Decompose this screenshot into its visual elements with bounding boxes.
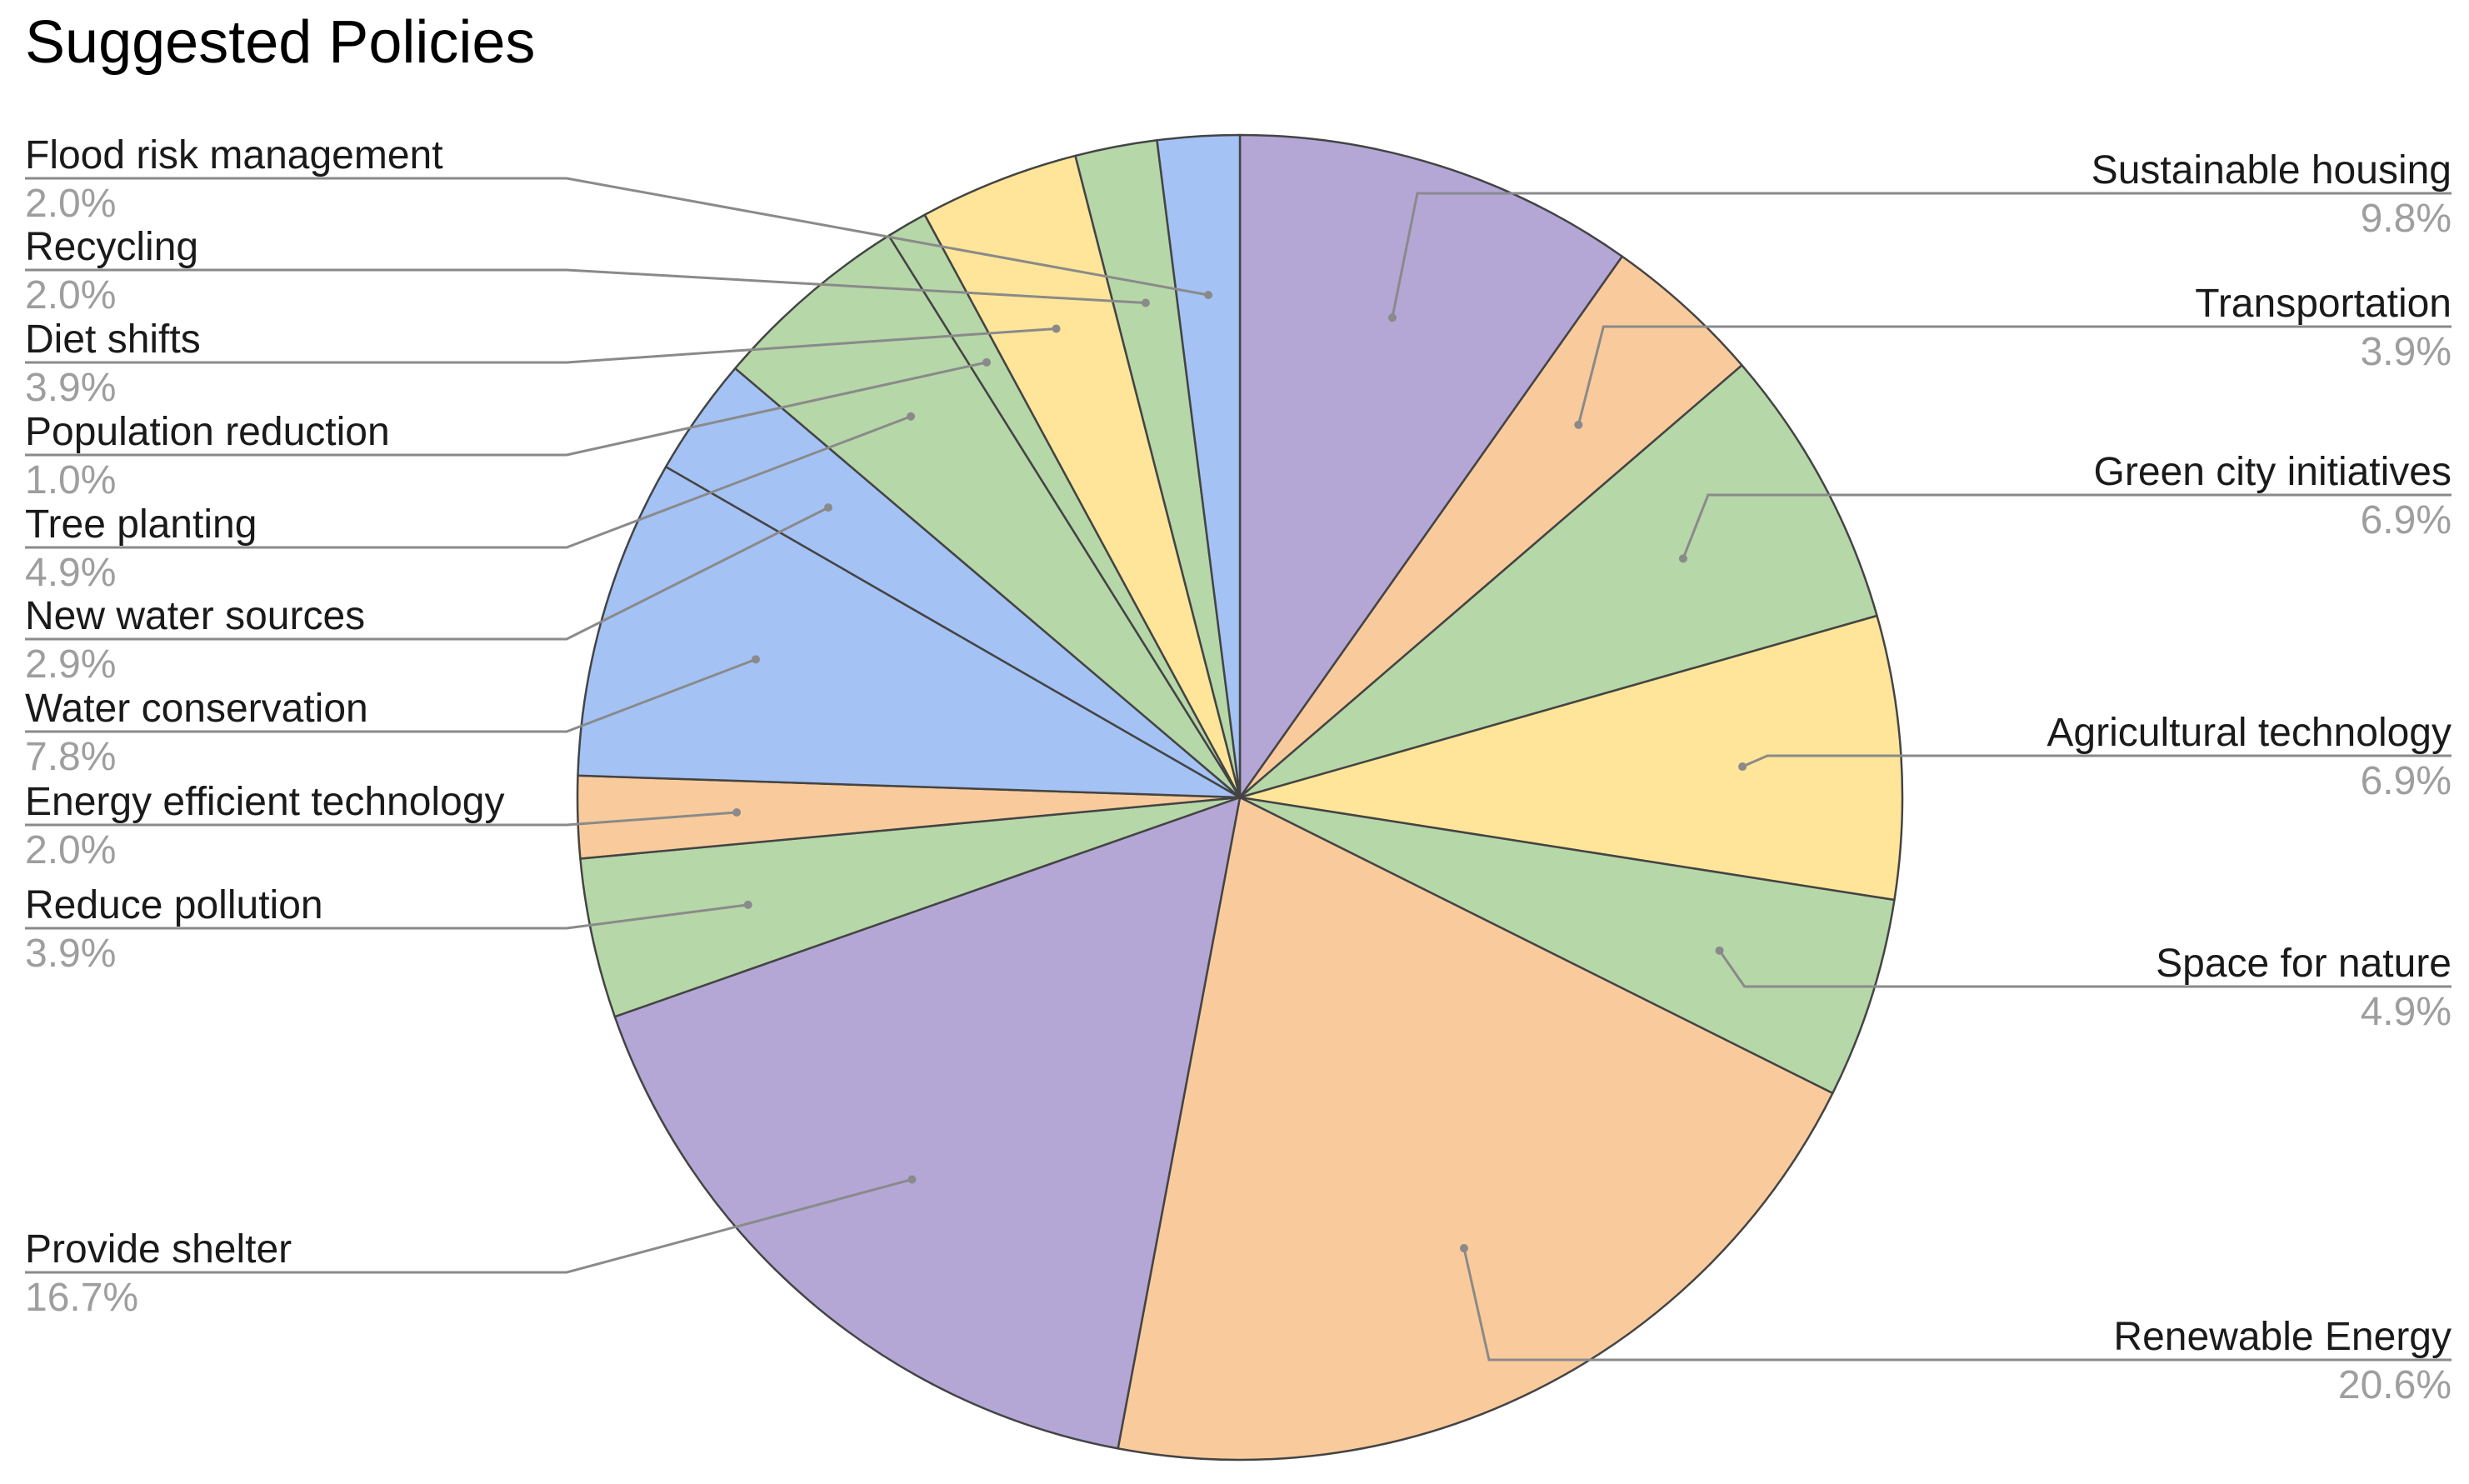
leader-line-renewable-energy: [1462, 1247, 2452, 1362]
pie-slice-transportation: [1238, 255, 1743, 799]
leader-line-tree-planting: [25, 415, 912, 549]
slice-label-space-for-nature: Space for nature: [2156, 942, 2452, 986]
slice-percent-provide-shelter: 16.7%: [25, 1276, 138, 1320]
leader-line-space-for-nature: [1718, 949, 2452, 988]
slice-label-agricultural-technology: Agricultural technology: [2047, 711, 2452, 755]
slice-label-recycling: Recycling: [25, 225, 198, 269]
slice-label-water-conservation: Water conservation: [25, 687, 368, 731]
slice-percent-sustainable-housing: 9.8%: [2361, 197, 2452, 241]
pie-slice-reduce-pollution: [579, 796, 1242, 1018]
chart-title: Suggested Policies: [25, 9, 535, 76]
slice-percent-transportation: 3.9%: [2361, 330, 2452, 374]
pie-slice-flood-risk-management: [1156, 133, 1242, 799]
leader-line-new-water-sources: [25, 506, 829, 641]
slice-label-energy-efficient-technology: Energy efficient technology: [25, 780, 504, 824]
slice-label-diet-shifts: Diet shifts: [25, 317, 201, 362]
pie-slice-sustainable-housing: [1238, 133, 1624, 799]
leader-line-agricultural-technology: [1742, 754, 2452, 768]
slice-label-green-city-initiatives: Green city initiatives: [2094, 450, 2452, 494]
pie-slice-diet-shifts: [923, 154, 1242, 799]
slice-label-new-water-sources: New water sources: [25, 594, 365, 638]
slice-label-transportation: Transportation: [2195, 282, 2452, 326]
pie-slice-tree-planting: [734, 234, 1242, 799]
slice-percent-agricultural-technology: 6.9%: [2361, 759, 2452, 803]
leader-line-energy-efficient-technology: [25, 811, 737, 827]
pie-slice-renewable-energy: [1117, 796, 1834, 1462]
slice-labels: Sustainable housing9.8%Transportation3.9…: [25, 133, 2452, 1407]
slice-label-reduce-pollution: Reduce pollution: [25, 883, 323, 927]
leader-line-flood-risk-management: [25, 177, 1209, 297]
leader-lines: [25, 177, 2452, 1362]
leader-line-water-conservation: [25, 657, 757, 733]
leader-line-green-city-initiatives: [1682, 493, 2452, 559]
slice-percent-space-for-nature: 4.9%: [2361, 990, 2452, 1034]
slice-label-tree-planting: Tree planting: [25, 502, 257, 547]
slice-percent-energy-efficient-technology: 2.0%: [25, 828, 116, 872]
pie-slice-green-city-initiatives: [1238, 364, 1878, 799]
slice-percent-renewable-energy: 20.6%: [2338, 1363, 2452, 1407]
leader-line-diet-shifts: [25, 327, 1057, 364]
slice-percent-population-reduction: 1.0%: [25, 458, 116, 502]
slice-label-provide-shelter: Provide shelter: [25, 1227, 292, 1272]
leader-line-transportation: [1577, 325, 2452, 426]
slice-percent-recycling: 2.0%: [25, 273, 116, 317]
slice-percent-tree-planting: 4.9%: [25, 551, 116, 595]
slice-label-sustainable-housing: Sustainable housing: [2092, 148, 2452, 192]
leader-line-reduce-pollution: [25, 903, 748, 930]
pie-slice-provide-shelter: [613, 796, 1242, 1450]
leader-line-provide-shelter: [25, 1178, 912, 1274]
slice-percent-diet-shifts: 3.9%: [25, 366, 116, 410]
leader-line-recycling: [25, 268, 1146, 304]
slice-percent-green-city-initiatives: 6.9%: [2361, 498, 2452, 542]
pie-slices: [576, 133, 1904, 1462]
slice-percent-flood-risk-management: 2.0%: [25, 182, 116, 226]
slice-label-flood-risk-management: Flood risk management: [25, 133, 443, 177]
slice-label-renewable-energy: Renewable Energy: [2113, 1315, 2452, 1359]
leader-line-sustainable-housing: [1391, 192, 2452, 318]
slice-percent-reduce-pollution: 3.9%: [25, 932, 116, 976]
slice-percent-water-conservation: 7.8%: [25, 735, 116, 779]
pie-slice-space-for-nature: [1238, 796, 1896, 1095]
slice-label-population-reduction: Population reduction: [25, 410, 390, 454]
leader-line-population-reduction: [25, 361, 987, 457]
slice-percent-new-water-sources: 2.9%: [25, 642, 116, 687]
